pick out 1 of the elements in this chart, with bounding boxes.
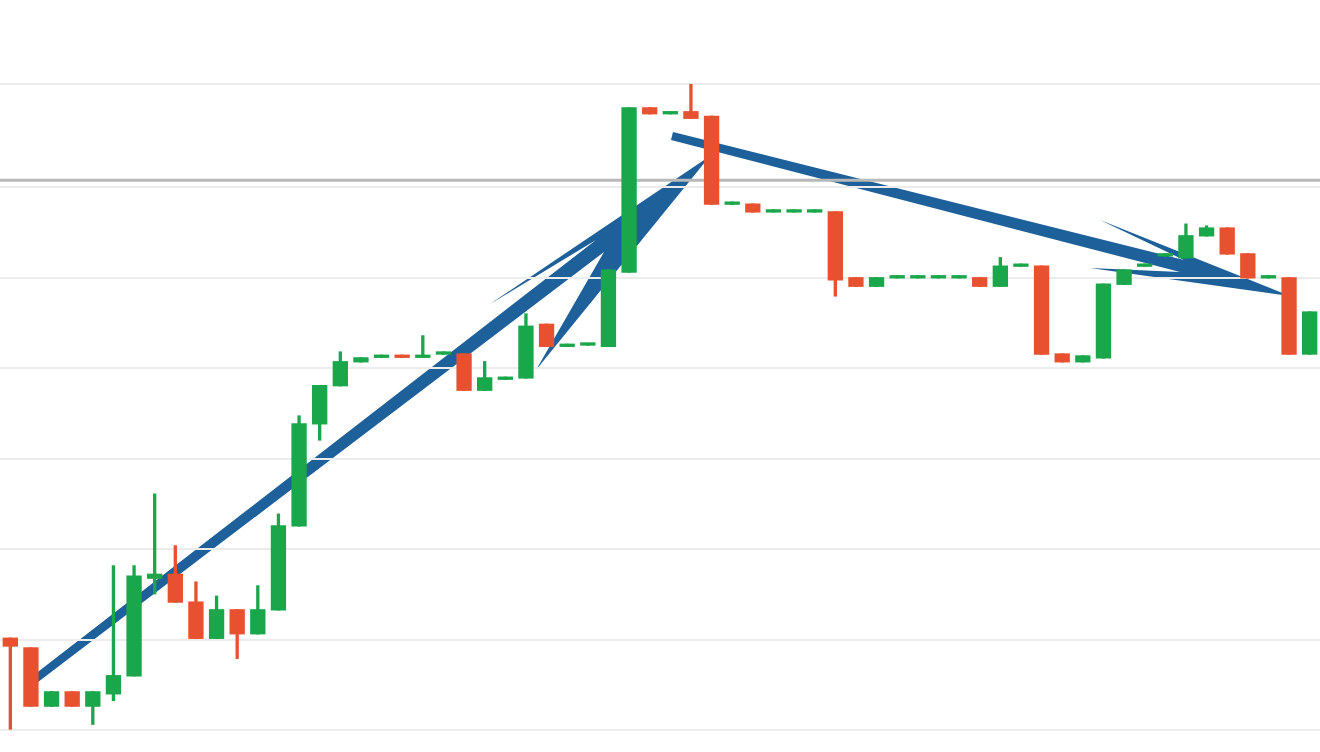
candlestick xyxy=(683,84,699,119)
